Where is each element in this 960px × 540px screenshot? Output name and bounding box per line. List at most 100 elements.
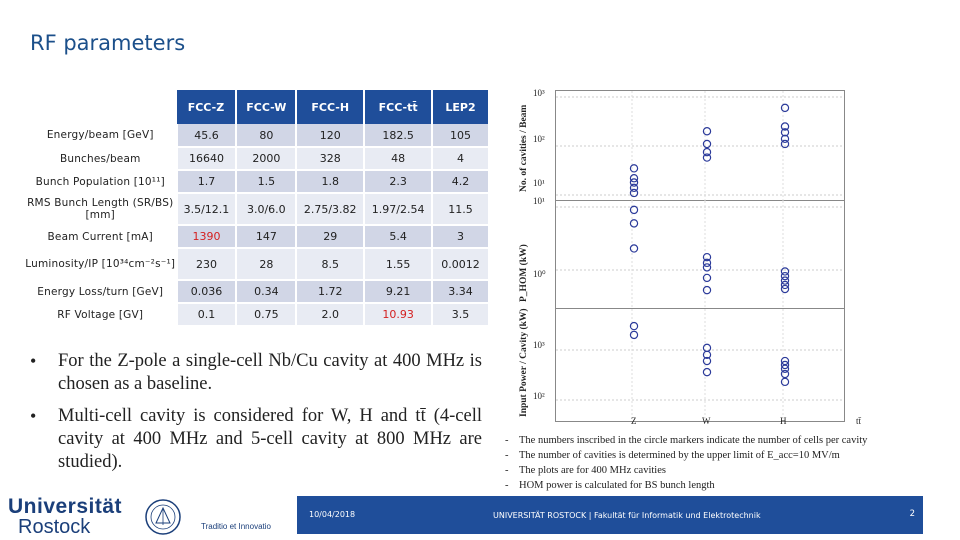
col-header-fcc-w: FCC-W	[236, 90, 298, 124]
table-cell: 10.93	[364, 303, 434, 327]
table-cell: 4.2	[432, 170, 490, 194]
table-cell: 9.21	[364, 280, 434, 304]
data-point-h	[780, 103, 790, 113]
table-cell: 1.7	[176, 170, 238, 194]
note-text: The plots are for 400 MHz cavities	[519, 465, 666, 476]
col-header-fcc-h: FCC-H	[296, 90, 366, 124]
bullet-dot: •	[30, 406, 37, 426]
table-row: Energy Loss/turn [GeV] 0.036 0.34 1.72 9.21 3…	[25, 280, 490, 304]
note-text: The number of cavities is determined by …	[519, 450, 840, 461]
table-cell: 4	[432, 147, 490, 171]
table-row: RF Voltage [GV] 0.1 0.75 2.0 10.93 3.5	[25, 303, 490, 327]
table-row: Energy/beam [GeV] 45.6 80 120 182.5 105	[25, 124, 490, 148]
xtick: W	[702, 416, 711, 426]
bullet-dot: •	[30, 351, 37, 371]
table-header-row: FCC-Z FCC-W FCC-H FCC-tt̄ LEP2	[25, 90, 490, 124]
row-label: Luminosity/IP [10³⁴cm⁻²s⁻¹]	[25, 248, 178, 281]
data-point-z	[629, 205, 639, 215]
table-cell: 0.1	[176, 303, 238, 327]
panel-input-power-svg	[556, 309, 844, 421]
data-point-w	[702, 252, 712, 262]
table-row: Luminosity/IP [10³⁴cm⁻²s⁻¹] 230 28 8.5 1.55 0…	[25, 248, 490, 281]
ytick: 10³	[533, 88, 545, 98]
table-cell: 45.6	[176, 124, 238, 148]
note-item: - HOM power is calculated for BS bunch le…	[505, 480, 715, 491]
data-point-h	[780, 284, 790, 294]
data-point-w	[702, 356, 712, 366]
university-seal-icon	[145, 499, 181, 535]
data-point-w	[702, 350, 712, 359]
cavity-plot: No. of cavities / Beam P_HOM (kW) Input …	[515, 82, 861, 432]
data-point-w	[702, 258, 712, 268]
data-point-w	[702, 127, 712, 136]
ylabel-input-power: Input Power / Cavity (kW)	[519, 308, 529, 417]
table-row: Bunches/beam 16640 2000 328 48 4	[25, 147, 490, 171]
ylabel-cavities: No. of cavities / Beam	[519, 104, 529, 192]
data-point-w	[702, 367, 712, 377]
row-label: Energy Loss/turn [GeV]	[25, 280, 178, 304]
data-point-z	[629, 244, 639, 253]
data-point-w	[702, 285, 712, 295]
bullet-item: • For the Z-pole a single-cell Nb/Cu cav…	[30, 350, 482, 396]
logo-line-2: Rostock	[18, 516, 91, 538]
table-cell: 182.5	[364, 124, 434, 148]
note-text: The numbers inscribed in the circle mark…	[519, 435, 868, 446]
table-cell: 3.34	[432, 280, 490, 304]
table-cell: 48	[364, 147, 434, 171]
table-cell: 120	[296, 124, 366, 148]
table-cell: 8.5	[296, 248, 366, 281]
plot-panel-hom	[556, 201, 844, 309]
university-logo: Universität Rostock	[8, 495, 123, 538]
xtick: Z	[631, 416, 637, 426]
bullet-text: Multi-cell cavity is considered for W, H…	[58, 406, 482, 472]
data-point-w	[702, 343, 712, 353]
data-point-z	[629, 321, 639, 331]
data-point-h	[780, 139, 790, 149]
table-cell: 2.0	[296, 303, 366, 327]
data-point-h	[780, 267, 790, 276]
bullet-text: For the Z-pole a single-cell Nb/Cu cavit…	[58, 351, 482, 394]
table-cell: 0.34	[236, 280, 298, 304]
table-cell: 3	[432, 225, 490, 249]
table-cell: 230	[176, 248, 238, 281]
ytick: 10³	[533, 340, 545, 350]
data-point-w	[702, 273, 712, 283]
table-cell: 2.75/3.82	[296, 193, 366, 226]
bullet-item: • Multi-cell cavity is considered for W,…	[30, 405, 482, 474]
panel-hom-svg	[556, 201, 844, 309]
logo-line-1: Universität	[8, 495, 123, 518]
data-point-z	[629, 174, 639, 183]
data-point-h	[780, 364, 790, 373]
col-header-fcc-z: FCC-Z	[176, 90, 238, 124]
footer-bar: 10/04/2018 UNIVERSITÄT ROSTOCK | Fakultä…	[297, 496, 923, 534]
data-point-h	[780, 134, 790, 144]
note-text: HOM power is calculated for BS bunch len…	[519, 480, 715, 491]
ytick: 10⁰	[533, 269, 546, 279]
data-point-h	[780, 128, 790, 137]
table-cell: 2.3	[364, 170, 434, 194]
ytick: 10¹	[533, 196, 545, 206]
page-title: RF parameters	[30, 31, 186, 55]
note-item: - The numbers inscribed in the circle mar…	[505, 435, 868, 446]
table-cell: 3.5	[432, 303, 490, 327]
table-cell: 1.55	[364, 248, 434, 281]
xtick: tt̄	[856, 416, 862, 426]
table-cell: 3.5/12.1	[176, 193, 238, 226]
data-point-h	[780, 360, 790, 370]
data-point-w	[702, 263, 712, 272]
table-cell: 1390	[176, 225, 238, 249]
data-point-z	[629, 178, 639, 187]
data-point-z	[629, 164, 639, 173]
row-label: RMS Bunch Length (SR/BS)[mm]	[25, 193, 178, 226]
footer-date: 10/04/2018	[309, 510, 356, 519]
data-point-h	[780, 377, 790, 387]
data-point-h	[780, 276, 790, 285]
table-cell: 3.0/6.0	[236, 193, 298, 226]
table-cell: 28	[236, 248, 298, 281]
table-cell: 80	[236, 124, 298, 148]
note-item: - The number of cavities is determined by…	[505, 450, 840, 461]
data-point-z	[629, 219, 639, 228]
data-point-w	[702, 147, 712, 157]
data-point-h	[780, 122, 790, 131]
table-row: Bunch Population [10¹¹] 1.7 1.5 1.8 2.3 4.2	[25, 170, 490, 194]
